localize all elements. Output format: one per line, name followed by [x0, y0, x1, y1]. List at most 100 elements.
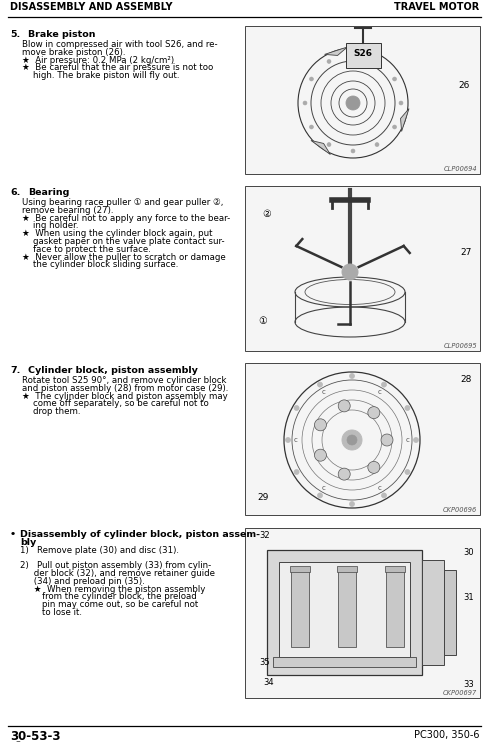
- Text: 28: 28: [460, 375, 471, 384]
- Text: pin may come out, so be careful not: pin may come out, so be careful not: [20, 600, 198, 609]
- Circle shape: [346, 96, 359, 110]
- Text: CLP00695: CLP00695: [443, 343, 476, 349]
- Bar: [289, 566, 309, 572]
- Bar: [244, 363, 479, 515]
- Circle shape: [303, 101, 306, 105]
- Circle shape: [314, 449, 326, 462]
- Text: 5.: 5.: [10, 30, 20, 39]
- Text: c: c: [322, 485, 325, 491]
- Text: Blow in compressed air with tool S26, and re-: Blow in compressed air with tool S26, an…: [22, 40, 217, 49]
- Text: drop them.: drop them.: [22, 407, 81, 416]
- Text: ★  Be careful not to apply any force to the bear-: ★ Be careful not to apply any force to t…: [22, 214, 230, 223]
- Text: 26: 26: [458, 81, 469, 90]
- Bar: [244, 186, 479, 351]
- Circle shape: [404, 405, 409, 410]
- Text: c: c: [405, 437, 409, 443]
- Text: 1)   Remove plate (30) and disc (31).: 1) Remove plate (30) and disc (31).: [20, 545, 179, 554]
- Text: 27: 27: [460, 248, 471, 257]
- Text: 30: 30: [463, 548, 473, 557]
- Text: ★  Be careful that the air pressure is not too: ★ Be careful that the air pressure is no…: [22, 63, 213, 73]
- Circle shape: [317, 382, 322, 387]
- Text: ①: ①: [258, 316, 267, 326]
- Text: 35: 35: [259, 658, 269, 667]
- Text: ④: ④: [15, 740, 21, 742]
- Text: the cylinder block sliding surface.: the cylinder block sliding surface.: [22, 260, 178, 269]
- Text: Cylinder block, piston assembly: Cylinder block, piston assembly: [28, 366, 198, 375]
- Text: gasket paper on the valve plate contact sur-: gasket paper on the valve plate contact …: [22, 237, 224, 246]
- Text: ing holder.: ing holder.: [22, 221, 79, 231]
- Text: ★  When using the cylinder block again, put: ★ When using the cylinder block again, p…: [22, 229, 212, 238]
- Text: come off separately, so be careful not to: come off separately, so be careful not t…: [22, 399, 208, 408]
- Circle shape: [398, 101, 402, 105]
- Text: Bearing: Bearing: [28, 188, 69, 197]
- Bar: [266, 550, 421, 675]
- Text: 2)   Pull out piston assembly (33) from cylin-: 2) Pull out piston assembly (33) from cy…: [20, 561, 211, 570]
- Bar: [272, 657, 415, 667]
- Circle shape: [367, 462, 379, 473]
- Text: high. The brake piston will fly out.: high. The brake piston will fly out.: [22, 71, 179, 80]
- Circle shape: [285, 438, 290, 442]
- Circle shape: [381, 382, 386, 387]
- Text: S26: S26: [353, 48, 372, 57]
- Text: •: •: [10, 530, 16, 539]
- Bar: [336, 566, 356, 572]
- Text: from the cylinder block, the preload: from the cylinder block, the preload: [20, 592, 196, 602]
- Circle shape: [413, 438, 418, 442]
- Circle shape: [317, 493, 322, 498]
- Text: Rotate tool S25 90°, and remove cylinder block: Rotate tool S25 90°, and remove cylinder…: [22, 376, 226, 385]
- Text: face to protect the surface.: face to protect the surface.: [22, 245, 151, 254]
- Text: CKP00697: CKP00697: [442, 690, 476, 696]
- Text: and piston assembly (28) from motor case (29).: and piston assembly (28) from motor case…: [22, 384, 228, 393]
- Circle shape: [404, 470, 409, 474]
- Text: CKP00696: CKP00696: [442, 507, 476, 513]
- Bar: [244, 26, 479, 174]
- Text: 7.: 7.: [10, 366, 20, 375]
- Text: TRAVEL MOTOR: TRAVEL MOTOR: [393, 2, 478, 12]
- Text: 6.: 6.: [10, 188, 20, 197]
- Circle shape: [392, 77, 396, 81]
- Bar: [244, 528, 479, 698]
- Text: to lose it.: to lose it.: [20, 608, 82, 617]
- Circle shape: [338, 468, 349, 480]
- Text: Using bearing race puller ① and gear puller ②,: Using bearing race puller ① and gear pul…: [22, 198, 223, 207]
- Text: ★  Air pressure: 0.2 MPa (2 kg/cm²): ★ Air pressure: 0.2 MPa (2 kg/cm²): [22, 56, 174, 65]
- Circle shape: [341, 264, 357, 280]
- Bar: [443, 570, 455, 655]
- Polygon shape: [400, 108, 408, 131]
- Circle shape: [341, 430, 361, 450]
- Circle shape: [309, 77, 313, 81]
- Circle shape: [392, 125, 396, 129]
- Circle shape: [338, 400, 349, 412]
- Text: DISASSEMBLY AND ASSEMBLY: DISASSEMBLY AND ASSEMBLY: [10, 2, 172, 12]
- Text: bly: bly: [20, 538, 36, 547]
- Circle shape: [326, 142, 330, 147]
- Circle shape: [326, 59, 330, 63]
- Circle shape: [293, 405, 299, 410]
- Circle shape: [314, 418, 326, 431]
- Circle shape: [349, 502, 354, 507]
- Circle shape: [346, 435, 356, 445]
- Text: move brake piston (26).: move brake piston (26).: [22, 47, 125, 57]
- Text: der block (32), and remove retainer guide: der block (32), and remove retainer guid…: [20, 569, 215, 578]
- Text: 31: 31: [463, 593, 473, 602]
- Text: 33: 33: [462, 680, 473, 689]
- Circle shape: [309, 125, 313, 129]
- Text: CLP00694: CLP00694: [443, 166, 476, 172]
- Text: ★  The cylinder block and piston assembly may: ★ The cylinder block and piston assembly…: [22, 392, 227, 401]
- Bar: [421, 560, 443, 665]
- Text: c: c: [377, 485, 381, 491]
- Circle shape: [349, 373, 354, 378]
- Circle shape: [374, 59, 378, 63]
- Polygon shape: [324, 47, 346, 56]
- Circle shape: [367, 407, 379, 418]
- Text: remove bearing (27).: remove bearing (27).: [22, 206, 113, 214]
- Text: 32: 32: [259, 531, 269, 540]
- Circle shape: [293, 470, 299, 474]
- Polygon shape: [310, 140, 330, 154]
- Text: ②: ②: [262, 209, 271, 219]
- Text: c: c: [293, 437, 297, 443]
- Text: Disassembly of cylinder block, piston assem-: Disassembly of cylinder block, piston as…: [20, 530, 260, 539]
- Text: 34: 34: [263, 678, 273, 687]
- Text: 29: 29: [257, 493, 268, 502]
- Circle shape: [350, 149, 354, 153]
